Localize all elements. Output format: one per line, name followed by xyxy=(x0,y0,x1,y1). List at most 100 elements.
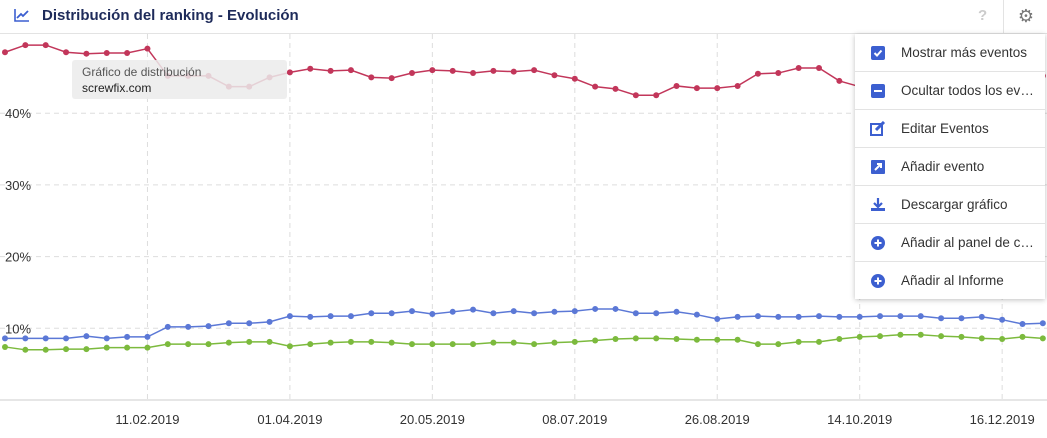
green-data-point xyxy=(225,339,232,346)
red-data-point xyxy=(714,85,721,92)
x-tick-label: 16.12.2019 xyxy=(970,412,1035,427)
blue-series-line xyxy=(5,308,1043,340)
y-tick-label: 40% xyxy=(5,106,31,121)
blue-data-point xyxy=(1039,320,1046,327)
red-data-point xyxy=(571,75,578,82)
blue-data-point xyxy=(63,335,70,342)
blue-data-point xyxy=(592,305,599,312)
red-data-point xyxy=(816,65,822,72)
x-tick-label: 26.08.2019 xyxy=(685,412,750,427)
green-data-point xyxy=(897,331,904,338)
help-icon[interactable]: ? xyxy=(978,7,988,24)
red-data-point xyxy=(490,67,497,74)
blue-data-point xyxy=(490,310,497,317)
blue-data-point xyxy=(449,308,456,315)
green-data-point xyxy=(83,346,90,353)
checkbox-icon xyxy=(855,45,901,60)
green-data-point xyxy=(63,346,70,353)
red-data-point xyxy=(63,49,70,56)
menu-item-label: Ocultar todos los eventos xyxy=(901,83,1041,98)
red-data-point xyxy=(632,92,639,99)
green-data-point xyxy=(816,338,822,345)
green-data-point xyxy=(632,335,639,342)
blue-data-point xyxy=(510,308,517,315)
green-data-point xyxy=(327,339,334,346)
blue-data-point xyxy=(388,310,395,317)
green-data-point xyxy=(775,341,782,348)
menu-item[interactable]: Añadir al Informe xyxy=(855,262,1045,299)
menu-item[interactable]: Añadir evento xyxy=(855,148,1045,186)
red-data-point xyxy=(103,49,110,56)
blue-data-point xyxy=(917,313,924,320)
green-data-point xyxy=(42,346,49,353)
red-data-point xyxy=(144,45,151,52)
red-data-point xyxy=(42,42,49,49)
page-title: Distribución del ranking - Evolución xyxy=(42,7,299,24)
blue-data-point xyxy=(164,323,171,330)
red-data-point xyxy=(286,69,293,76)
panel-header: Distribución del ranking - Evolución ? ⚙ xyxy=(0,0,1047,34)
green-data-point xyxy=(571,338,578,345)
red-data-point xyxy=(510,68,517,75)
green-data-point xyxy=(836,336,843,343)
menu-item[interactable]: Añadir al panel de control xyxy=(855,224,1045,262)
green-data-point xyxy=(470,341,477,348)
blue-data-point xyxy=(958,315,965,322)
red-data-point xyxy=(592,83,599,90)
blue-data-point xyxy=(754,313,761,320)
download-icon xyxy=(855,197,901,212)
blue-data-point xyxy=(795,313,802,320)
chart-tooltip: Gráfico de distribución screwfix.com xyxy=(72,60,287,99)
blue-data-point xyxy=(673,308,680,315)
red-data-point xyxy=(388,75,395,82)
blue-data-point xyxy=(144,333,151,340)
menu-item-label: Añadir al Informe xyxy=(901,273,1004,288)
blue-data-point xyxy=(286,313,293,320)
green-data-point xyxy=(347,338,354,345)
blue-data-point xyxy=(185,323,192,330)
blue-data-point xyxy=(693,311,700,318)
red-data-point xyxy=(754,70,761,77)
green-data-point xyxy=(307,341,314,348)
x-tick-label: 08.07.2019 xyxy=(542,412,607,427)
external-link-icon xyxy=(855,159,901,174)
green-data-point xyxy=(368,338,375,345)
green-data-point xyxy=(958,333,965,340)
green-data-point xyxy=(286,343,293,350)
menu-item[interactable]: Mostrar más eventos xyxy=(855,34,1045,72)
green-data-point xyxy=(673,336,680,343)
blue-data-point xyxy=(205,323,212,330)
green-data-point xyxy=(612,336,619,343)
menu-item[interactable]: Editar Eventos xyxy=(855,110,1045,148)
blue-data-point xyxy=(775,313,782,320)
green-data-point xyxy=(266,338,273,345)
blue-data-point xyxy=(409,308,415,315)
blue-data-point xyxy=(470,306,477,313)
menu-item[interactable]: Descargar gráfico xyxy=(855,186,1045,224)
menu-item[interactable]: Ocultar todos los eventos xyxy=(855,72,1045,110)
y-tick-label: 30% xyxy=(5,178,31,193)
red-data-point xyxy=(531,67,538,74)
menu-item-label: Editar Eventos xyxy=(901,121,989,136)
green-series-line xyxy=(4,334,1043,351)
blue-data-point xyxy=(836,313,843,320)
blue-data-point xyxy=(653,310,660,317)
red-data-point xyxy=(2,49,8,56)
settings-button[interactable]: ⚙ xyxy=(1003,0,1047,33)
red-data-point xyxy=(470,70,477,77)
plus-circle-icon xyxy=(855,273,901,288)
blue-data-point xyxy=(2,335,8,342)
blue-data-point xyxy=(307,313,314,320)
red-data-point xyxy=(836,77,843,84)
blue-data-point xyxy=(225,320,232,327)
red-data-point xyxy=(612,85,619,92)
green-data-point xyxy=(185,341,192,348)
x-tick-label: 11.02.2019 xyxy=(115,412,179,427)
green-data-point xyxy=(2,343,8,350)
settings-menu: Mostrar más eventos Ocultar todos los eve… xyxy=(855,34,1045,299)
green-data-point xyxy=(795,338,802,345)
green-data-point xyxy=(856,333,863,340)
green-data-point xyxy=(877,333,884,340)
blue-data-point xyxy=(897,313,904,320)
plus-circle-icon xyxy=(855,235,901,250)
